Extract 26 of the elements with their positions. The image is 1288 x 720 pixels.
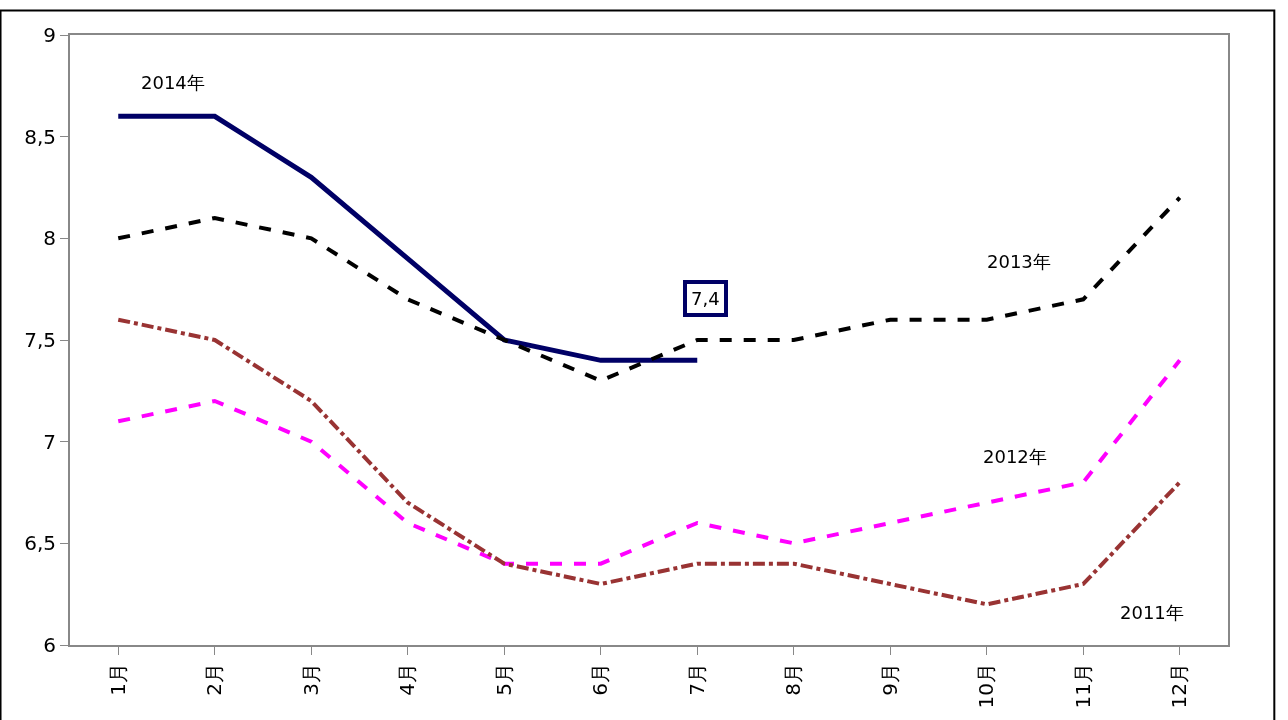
series-label: 2014年 <box>141 72 205 93</box>
y-tick-label: 6 <box>43 633 56 657</box>
x-tick-label: 9月 <box>877 663 902 696</box>
line-series <box>116 358 1182 566</box>
series-label: 2012年 <box>983 446 1047 467</box>
x-tick-label: 2月 <box>202 663 227 696</box>
x-tick-label: 1月 <box>105 663 130 696</box>
x-tick-label: 3月 <box>298 663 323 696</box>
text: 2011年 <box>1120 602 1184 623</box>
x-tick-label: 11月 <box>1070 663 1095 709</box>
y-tick-label: 6,5 <box>24 531 56 556</box>
x-tick-label: 6月 <box>588 663 613 696</box>
x-tick-label: 7月 <box>684 663 709 696</box>
line-series <box>116 195 1182 383</box>
x-tick-label: 4月 <box>395 663 420 696</box>
y-tick-label: 7,5 <box>24 328 56 352</box>
series-label: 2013年 <box>987 251 1051 272</box>
x-tick-label: 12月 <box>1167 663 1192 709</box>
data-label: 7,4 <box>691 288 720 309</box>
x-tick-label: 10月 <box>974 663 999 709</box>
y-tick-label: 8 <box>43 226 56 251</box>
y-tick-label: 9 <box>43 23 56 47</box>
y-tick-label: 7 <box>43 429 56 454</box>
x-tick-label: 8月 <box>781 663 806 696</box>
x-tick-label: 5月 <box>491 663 516 696</box>
y-tick-label: 8,5 <box>24 124 56 149</box>
